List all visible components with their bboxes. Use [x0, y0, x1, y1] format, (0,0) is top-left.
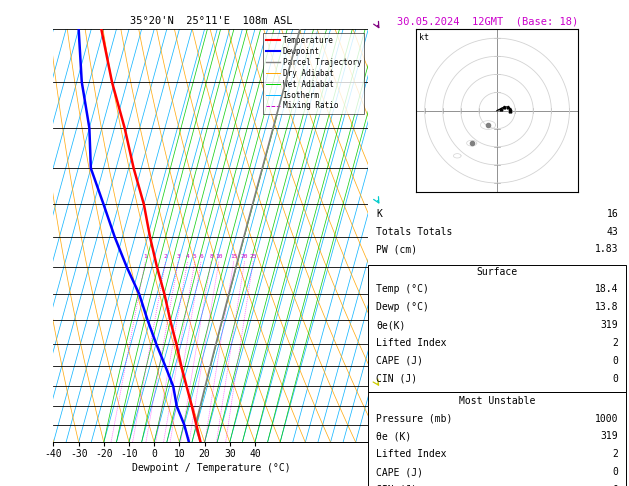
Text: Surface: Surface: [477, 267, 518, 277]
Text: 0: 0: [612, 467, 618, 477]
Text: θe (K): θe (K): [376, 432, 411, 441]
X-axis label: Dewpoint / Temperature (°C): Dewpoint / Temperature (°C): [131, 463, 290, 473]
Text: km
ASL: km ASL: [370, 0, 384, 15]
Text: 5: 5: [370, 217, 376, 226]
Text: 30.05.2024  12GMT  (Base: 18): 30.05.2024 12GMT (Base: 18): [398, 17, 579, 27]
Text: 13.8: 13.8: [594, 302, 618, 312]
Text: 3: 3: [370, 315, 376, 324]
Text: 400: 400: [15, 123, 31, 132]
Title: 35°20'N  25°11'E  108m ASL: 35°20'N 25°11'E 108m ASL: [130, 16, 292, 26]
Text: 800: 800: [15, 361, 31, 370]
Text: 319: 319: [601, 432, 618, 441]
Text: 0: 0: [612, 485, 618, 486]
Text: 16: 16: [606, 209, 618, 219]
Text: K: K: [376, 209, 382, 219]
Text: Lifted Index: Lifted Index: [376, 338, 447, 348]
Text: 4: 4: [186, 254, 189, 259]
Legend: Temperature, Dewpoint, Parcel Trajectory, Dry Adiabat, Wet Adiabat, Isotherm, Mi: Temperature, Dewpoint, Parcel Trajectory…: [263, 33, 364, 114]
Text: CAPE (J): CAPE (J): [376, 467, 423, 477]
Text: 8: 8: [209, 254, 213, 259]
Bar: [369, 264, 626, 392]
Text: 700: 700: [15, 315, 31, 324]
Text: 10: 10: [215, 254, 223, 259]
Text: hPa: hPa: [14, 5, 31, 15]
Text: 850: 850: [15, 382, 31, 391]
Text: 8: 8: [370, 34, 376, 43]
Text: Totals Totals: Totals Totals: [376, 226, 452, 237]
Text: kt: kt: [420, 33, 429, 42]
Text: PW (cm): PW (cm): [376, 244, 417, 254]
Text: 3: 3: [176, 254, 180, 259]
Text: Mixing Ratio (g/kg): Mixing Ratio (g/kg): [384, 188, 393, 283]
Text: 43: 43: [606, 226, 618, 237]
Text: 5: 5: [193, 254, 197, 259]
Text: CIN (J): CIN (J): [376, 374, 417, 383]
Text: 2: 2: [612, 449, 618, 459]
Text: LCL: LCL: [370, 422, 385, 431]
Text: 2: 2: [612, 338, 618, 348]
Text: 4: 4: [370, 268, 376, 277]
Text: Lifted Index: Lifted Index: [376, 449, 447, 459]
Text: 300: 300: [15, 25, 31, 34]
Text: 319: 319: [601, 320, 618, 330]
Text: 0: 0: [612, 356, 618, 365]
Text: Pressure (mb): Pressure (mb): [376, 414, 452, 424]
Text: 18.4: 18.4: [594, 284, 618, 295]
Text: 2: 2: [164, 254, 167, 259]
Text: 900: 900: [15, 401, 31, 411]
Text: 1.83: 1.83: [594, 244, 618, 254]
Text: θe(K): θe(K): [376, 320, 405, 330]
Text: 25: 25: [250, 254, 257, 259]
Text: 15: 15: [230, 254, 238, 259]
Text: CIN (J): CIN (J): [376, 485, 417, 486]
Text: 600: 600: [15, 262, 31, 272]
Text: 750: 750: [15, 339, 31, 348]
Text: 0: 0: [612, 374, 618, 383]
Text: 6: 6: [370, 160, 376, 169]
Text: 550: 550: [15, 233, 31, 242]
Text: 1000: 1000: [10, 438, 31, 447]
Text: 1000: 1000: [594, 414, 618, 424]
Text: 2: 2: [370, 359, 376, 368]
Text: 500: 500: [15, 200, 31, 209]
Text: Dewp (°C): Dewp (°C): [376, 302, 429, 312]
Text: 1: 1: [143, 254, 147, 259]
Bar: [369, 392, 626, 486]
Text: 1: 1: [370, 400, 376, 410]
Text: 7: 7: [370, 101, 376, 110]
Text: 950: 950: [15, 420, 31, 429]
Text: 450: 450: [15, 164, 31, 173]
Text: 6: 6: [199, 254, 203, 259]
Text: Most Unstable: Most Unstable: [459, 396, 535, 406]
Text: 350: 350: [15, 78, 31, 87]
Text: 20: 20: [241, 254, 248, 259]
Text: 650: 650: [15, 290, 31, 299]
Text: CAPE (J): CAPE (J): [376, 356, 423, 365]
Text: Temp (°C): Temp (°C): [376, 284, 429, 295]
